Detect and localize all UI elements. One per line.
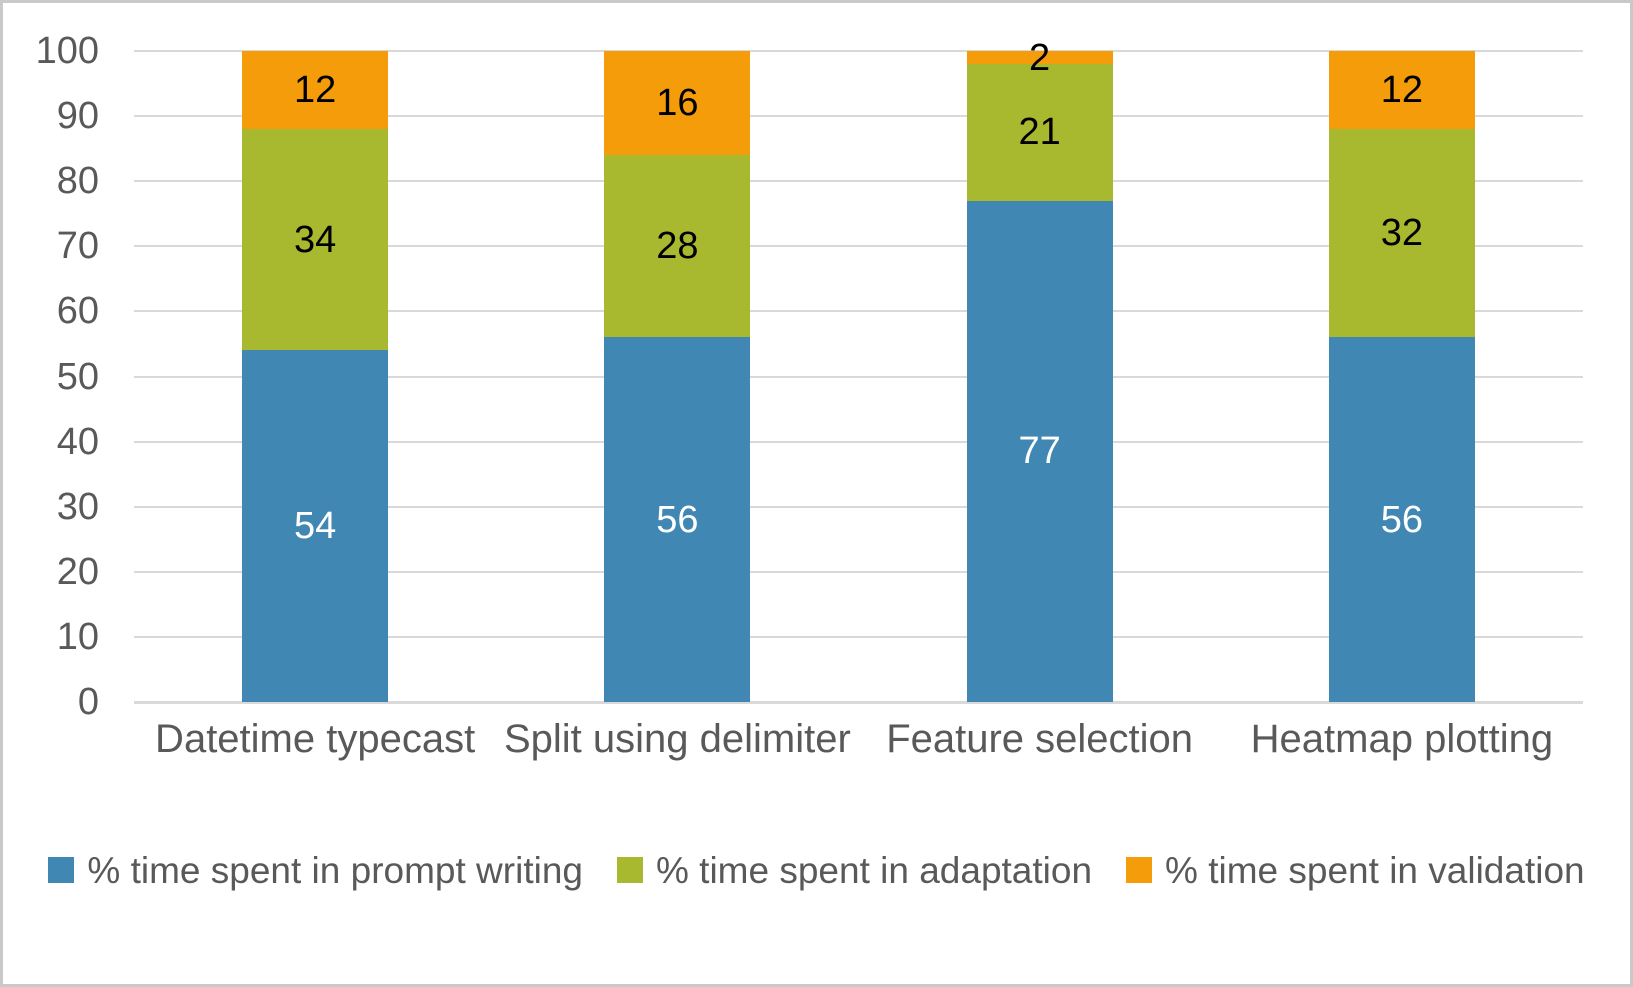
legend-label: % time spent in adaptation (655, 849, 1093, 891)
bar-column: 77 21 2 (966, 39, 1113, 702)
y-axis-tick-label: 90 (56, 95, 99, 138)
data-label: 12 (1380, 69, 1424, 112)
x-axis-category-label: Feature selection (886, 717, 1194, 761)
gridline (134, 115, 1583, 118)
y-axis-tick-label: 50 (56, 355, 99, 398)
y-axis-tick-label: 30 (56, 485, 99, 528)
legend: % time spent in prompt writing % time spe… (3, 843, 1630, 897)
data-label: 21 (1018, 111, 1061, 154)
bar-segment: 12 (242, 51, 389, 130)
y-axis-tick-label: 80 (56, 160, 99, 203)
data-label: 12 (293, 69, 337, 112)
gridline (134, 635, 1583, 638)
data-label: 34 (293, 218, 337, 261)
gridline (134, 440, 1583, 443)
legend-label: % time spent in validation (1165, 849, 1585, 891)
data-label: 54 (293, 505, 337, 548)
x-axis-category-label: Split using delimiter (503, 717, 851, 761)
gridline (134, 701, 1583, 704)
bar-segment: 2 (966, 39, 1113, 77)
y-axis-tick-label: 20 (56, 550, 99, 593)
gridline (134, 570, 1583, 573)
x-axis-category-label: Heatmap plotting (1250, 717, 1554, 761)
bar-segment: 56 (1328, 337, 1475, 702)
gridline (134, 505, 1583, 508)
gridline (134, 245, 1583, 248)
bar-segment: 32 (1328, 129, 1475, 338)
bar-segment: 54 (242, 350, 389, 702)
gridline (134, 310, 1583, 313)
y-axis-tick-label: 100 (35, 30, 99, 72)
x-axis: Datetime typecast Split using delimiter Fe… (134, 715, 1583, 771)
legend-item: % time spent in adaptation (616, 849, 1093, 891)
x-axis-category-label: Datetime typecast (155, 717, 476, 761)
legend-color-swatch (1126, 857, 1153, 883)
bar-column: 56 28 16 (604, 51, 751, 702)
gridline (134, 375, 1583, 378)
data-label: 77 (1018, 430, 1061, 473)
bar-segment: 12 (1328, 51, 1475, 130)
plot-area: 54 34 12 56 28 16 77 21 2 56 32 12 (134, 39, 1583, 704)
legend-label: % time spent in prompt writing (87, 849, 583, 891)
bar-segment: 16 (604, 51, 751, 156)
bar-column: 56 32 12 (1328, 51, 1475, 702)
y-axis-tick-label: 40 (56, 420, 99, 463)
gridline (134, 180, 1583, 183)
legend-item: % time spent in validation (1126, 852, 1585, 889)
bar-segment: 34 (242, 129, 389, 351)
bar-segment: 28 (604, 155, 751, 338)
y-axis-tick-label: 60 (56, 290, 99, 333)
data-label: 16 (656, 82, 699, 125)
bar-segment: 77 (966, 200, 1113, 702)
data-label: 32 (1380, 212, 1424, 255)
bar-column: 54 34 12 (242, 51, 389, 702)
y-axis-tick-label: 10 (56, 615, 99, 658)
data-label: 56 (656, 498, 699, 541)
y-axis-tick-label: 0 (77, 681, 99, 723)
data-label: 28 (656, 225, 699, 268)
legend-item: % time spent in prompt writing (48, 852, 583, 889)
data-label: 2 (1029, 36, 1051, 79)
bar-segment: 21 (966, 64, 1113, 201)
bar-segment: 56 (604, 337, 751, 702)
legend-color-swatch (616, 857, 643, 883)
y-axis: 0 10 20 30 40 50 60 70 80 90 100 (3, 32, 99, 721)
legend-color-swatch (48, 857, 75, 883)
data-label: 56 (1380, 498, 1424, 541)
gridline (134, 50, 1583, 52)
y-axis-tick-label: 70 (56, 225, 99, 268)
